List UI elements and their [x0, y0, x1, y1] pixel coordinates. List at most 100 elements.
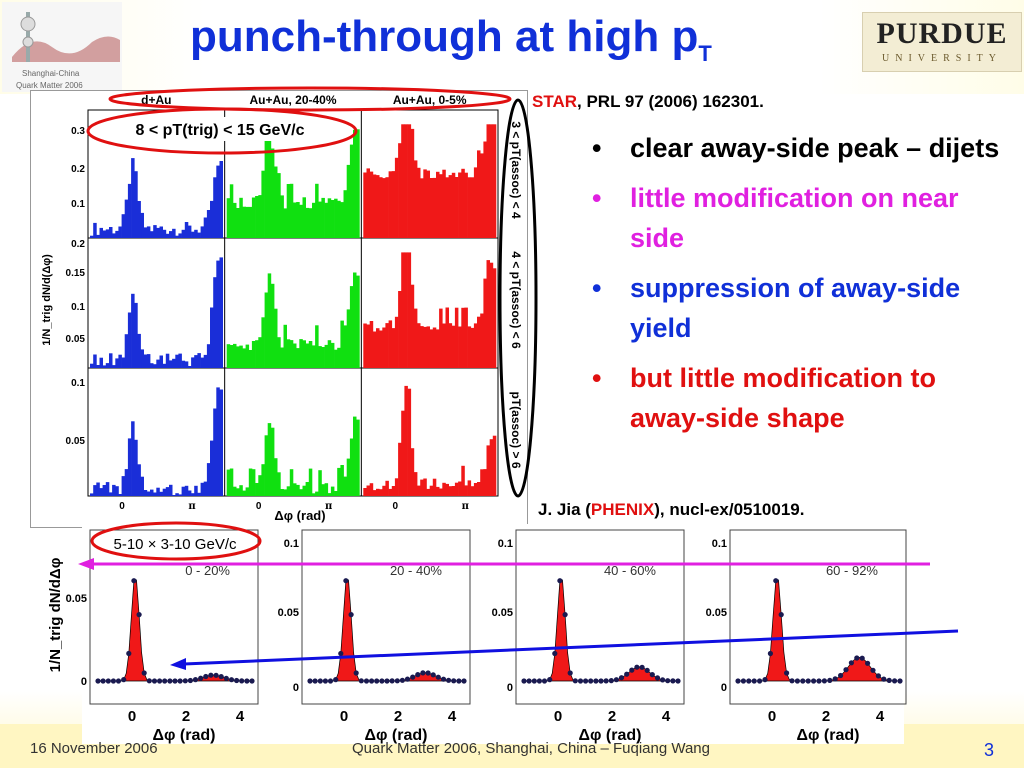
histogram-bar — [153, 364, 157, 368]
column-label: d+Au — [141, 93, 171, 107]
histogram-bar — [302, 340, 306, 368]
histogram-bar — [105, 482, 110, 496]
histogram-bar — [473, 483, 478, 496]
histogram-bar — [165, 353, 170, 368]
histogram-bar — [353, 272, 357, 368]
histogram-bar — [131, 421, 135, 496]
phenix-data-point — [660, 677, 666, 683]
phenix-data-point — [618, 675, 625, 681]
histogram-bar — [327, 340, 332, 368]
phenix-data-point — [223, 675, 229, 681]
bullet-text: but little modification to away-side sha… — [630, 363, 936, 433]
histogram-bar — [150, 231, 154, 238]
histogram-bar — [203, 481, 208, 496]
histogram-bar — [169, 231, 173, 238]
phenix-data-point — [644, 667, 650, 674]
histogram-bar — [140, 476, 144, 496]
phenix-data-point — [435, 674, 441, 680]
histogram-bar — [454, 177, 459, 238]
histogram-bar — [219, 161, 223, 238]
histogram-bar — [470, 486, 475, 496]
histogram-bar — [261, 170, 265, 238]
centrality-label: 60 - 92% — [826, 563, 878, 578]
phenix-data-point — [526, 678, 532, 684]
phenix-x-tick: 0 — [128, 708, 136, 725]
phenix-data-point — [572, 678, 578, 684]
histogram-bar — [486, 260, 490, 368]
histogram-bar — [305, 482, 310, 496]
histogram-bar — [121, 357, 126, 368]
phenix-data-point — [451, 678, 457, 684]
histogram-bar — [159, 355, 163, 368]
histogram-bar — [134, 302, 138, 368]
phenix-data-point — [389, 678, 395, 684]
histogram-bar — [229, 184, 234, 238]
histogram-bar — [432, 478, 437, 496]
phenix-data-point — [410, 674, 416, 680]
histogram-bar — [483, 141, 487, 238]
phenix-data-point — [307, 678, 313, 684]
histogram-bar — [258, 195, 262, 238]
histogram-bar — [255, 483, 259, 496]
phenix-data-point — [536, 678, 543, 684]
phenix-data-point — [843, 667, 849, 673]
histogram-bar — [382, 485, 386, 496]
phenix-data-point — [675, 678, 681, 684]
histogram-bar — [407, 252, 412, 368]
phenix-data-point — [832, 676, 838, 682]
phenix-data-point — [562, 612, 568, 618]
phenix-data-point — [379, 678, 385, 684]
conference-logo: Shanghai-China Quark Matter 2006 — [2, 2, 122, 92]
phenix-data-point — [751, 678, 757, 684]
y-tick-label: 0.05 — [66, 334, 86, 345]
histogram-bar — [210, 200, 214, 238]
histogram-bar — [448, 486, 453, 496]
bullet-item: • little modification on near side — [592, 178, 1012, 258]
histogram-bar — [213, 177, 217, 238]
histogram-bar — [417, 323, 421, 368]
histogram-bar — [143, 227, 148, 238]
histogram-bar — [385, 480, 389, 496]
phenix-y-tick: 0.05 — [278, 607, 299, 619]
bullet-text: suppression of away-side yield — [630, 273, 961, 343]
phenix-data-point — [430, 672, 436, 678]
phenix-y-tick: 0 — [721, 682, 727, 694]
histogram-bar — [477, 316, 481, 368]
histogram-bar — [413, 160, 418, 238]
phenix-data-point — [234, 677, 240, 684]
histogram-bar — [236, 208, 240, 238]
histogram-bar — [93, 222, 97, 238]
histogram-bar — [356, 419, 360, 496]
histogram-bar — [156, 487, 160, 496]
histogram-bar — [258, 337, 262, 368]
phenix-data-point — [249, 678, 255, 684]
histogram-bar — [131, 293, 135, 368]
histogram-bar — [379, 489, 383, 496]
histogram-bar — [318, 201, 322, 238]
histogram-bar — [385, 323, 389, 368]
histogram-bar — [213, 277, 217, 368]
histogram-bar — [483, 278, 487, 368]
histogram-bar — [187, 490, 192, 496]
phenix-data-point — [213, 672, 219, 678]
phenix-data-point — [629, 667, 635, 673]
histogram-bar — [346, 309, 351, 368]
phenix-data-point — [654, 675, 661, 681]
histogram-bar — [296, 348, 300, 368]
phenix-data-point — [757, 678, 763, 684]
histogram-bar — [248, 468, 253, 496]
phenix-data-point — [425, 670, 431, 676]
bullet-text: clear away-side peak – dijets — [630, 133, 1000, 163]
phenix-data-point — [172, 678, 178, 684]
histogram-bar — [175, 354, 179, 368]
phenix-data-point — [583, 678, 589, 684]
histogram-bar — [102, 365, 107, 368]
x-tick-label: π — [462, 501, 469, 512]
star-citation: , PRL 97 (2006) 162301. — [577, 92, 764, 111]
histogram-bar — [194, 485, 198, 496]
phenix-data-point — [374, 678, 380, 684]
histogram-bar — [404, 385, 408, 496]
x-tick-label: 0 — [256, 501, 262, 512]
histogram-bar — [159, 226, 163, 238]
histogram-bar — [385, 177, 389, 238]
